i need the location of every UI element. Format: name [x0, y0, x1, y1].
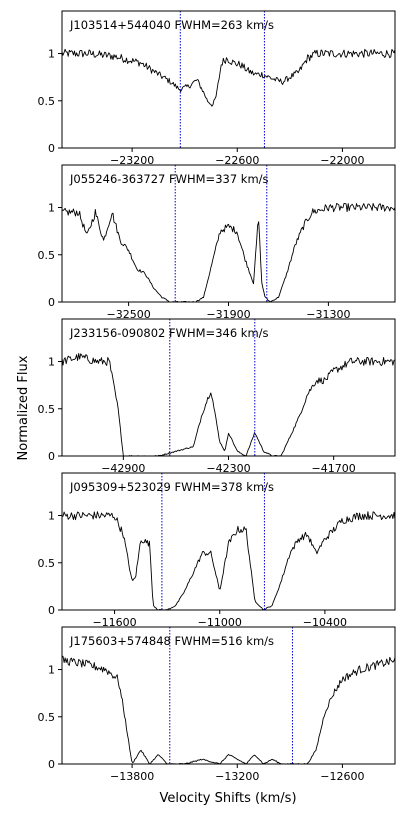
y-tick-label: 0	[48, 450, 55, 463]
y-tick-label: 0	[48, 604, 55, 617]
y-tick-label: 1	[48, 356, 55, 369]
x-tick-label: −13200	[215, 770, 259, 783]
x-tick-label: −11000	[198, 616, 242, 629]
panel-frame	[61, 472, 396, 611]
x-tick-label: −22600	[215, 154, 259, 167]
panel-title: J233156-090802 FWHM=346 km/s	[69, 326, 269, 340]
spectrum-line	[61, 655, 396, 765]
y-tick-label: 0.5	[38, 711, 56, 724]
panel-frame	[61, 626, 396, 765]
spectrum-panel: 0 0.5 1 −11600 −11000 −10400 J095309+523029 FW…	[38, 472, 396, 629]
spectrum-line	[61, 202, 396, 303]
y-tick-label: 0.5	[38, 95, 56, 108]
spectrum-line	[61, 511, 396, 611]
panel-title: J055246-363727 FWHM=337 km/s	[69, 172, 269, 186]
x-tick-label: −32500	[106, 308, 150, 321]
y-tick-label: 0	[48, 142, 55, 155]
y-tick-label: 0	[48, 758, 55, 771]
y-tick-label: 1	[48, 510, 55, 523]
x-tick-label: −42900	[101, 462, 145, 475]
y-tick-label: 0	[48, 296, 55, 309]
panel-title: J103514+544040 FWHM=263 km/s	[69, 18, 274, 32]
panel-frame	[61, 10, 396, 149]
y-tick-label: 1	[48, 48, 55, 61]
y-axis-label: Normalized Flux	[16, 355, 31, 460]
panel-title: J095309+523029 FWHM=378 km/s	[69, 480, 274, 494]
x-tick-label: −31900	[206, 308, 250, 321]
spectrum-panel: 0 0.5 1 −32500 −31900 −31300 J055246-363727 FW…	[38, 164, 396, 321]
y-tick-label: 0.5	[38, 557, 56, 570]
spectrum-line	[61, 48, 396, 107]
x-tick-label: −10400	[303, 616, 347, 629]
x-tick-label: −13800	[110, 770, 154, 783]
y-tick-label: 0.5	[38, 403, 56, 416]
x-tick-label: −22000	[320, 154, 364, 167]
x-axis-label: Velocity Shifts (km/s)	[159, 791, 296, 806]
y-tick-label: 1	[48, 664, 55, 677]
x-tick-label: −12600	[320, 770, 364, 783]
panel-title: J175603+574848 FWHM=516 km/s	[69, 634, 274, 648]
y-tick-label: 0.5	[38, 249, 56, 262]
x-tick-label: −11600	[92, 616, 136, 629]
spectrum-line	[61, 352, 396, 457]
x-tick-label: −42300	[206, 462, 250, 475]
x-tick-label: −31300	[306, 308, 350, 321]
spectrum-panel: 0 0.5 1 −13800 −13200 −12600 J175603+574848 FW…	[38, 626, 396, 783]
x-tick-label: −41700	[312, 462, 356, 475]
spectrum-panel: 0 0.5 1 −23200 −22600 −22000 J103514+544040 FW…	[38, 10, 396, 167]
y-tick-label: 1	[48, 202, 55, 215]
spectrum-panel: 0 0.5 1 −42900 −42300 −41700 J233156-090802 FW…	[38, 318, 396, 475]
x-tick-label: −23200	[110, 154, 154, 167]
